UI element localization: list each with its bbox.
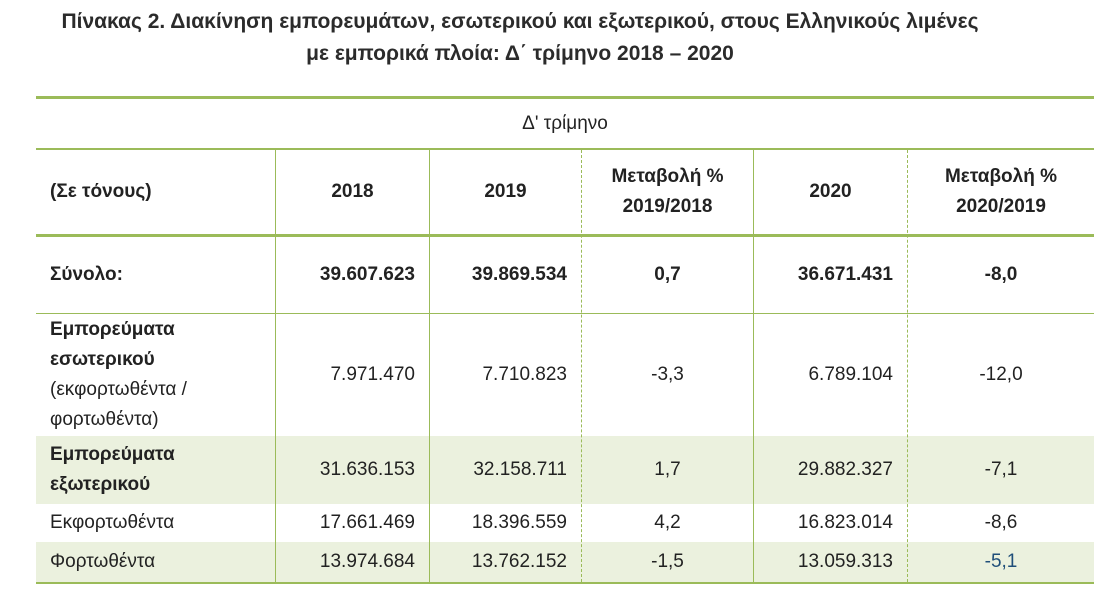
- row-total-change1: 0,7: [654, 264, 681, 285]
- row-domestic-label-line1: Εμπορεύματα: [50, 319, 175, 340]
- row-loaded-2020: 13.059.313: [797, 551, 893, 572]
- row-total-label: Σύνολο:: [50, 264, 123, 285]
- header-change-2019-2018-line2: 2019/2018: [622, 196, 713, 217]
- row-domestic-label-line3: (εκφορτωθέντα /: [50, 379, 187, 400]
- col-divider-5: [907, 150, 908, 582]
- row-unloaded-2018: 17.661.469: [319, 512, 415, 533]
- data-table: Δ' τρίμηνο (Σε τόνους) 2018 2019 Μεταβολ…: [36, 96, 1094, 584]
- row-external-label-line1: Εμπορεύματα: [50, 444, 175, 465]
- col-divider-4: [753, 150, 754, 582]
- row-domestic-change1: -3,3: [651, 364, 684, 385]
- row-unloaded-2019: 18.396.559: [471, 512, 567, 533]
- header-change-2019-2018: Μεταβολή % 2019/2018: [582, 150, 753, 234]
- row-loaded-change1: -1,5: [651, 551, 684, 572]
- row-domestic-change2: -12,0: [979, 364, 1023, 385]
- total-rule: [36, 313, 1094, 314]
- bottom-rule: [36, 582, 1094, 584]
- row-loaded-2019: 13.762.152: [471, 551, 567, 572]
- row-band-loaded: [36, 542, 1094, 582]
- unit-label: (Σε τόνους): [50, 181, 152, 202]
- row-unloaded-label: Εκφορτωθέντα: [50, 512, 175, 533]
- column-header-rule: [36, 234, 1094, 237]
- row-external-change1: 1,7: [654, 459, 681, 480]
- row-external-label: Εμπορεύματα εξωτερικού: [36, 436, 275, 504]
- top-rule: [36, 96, 1094, 99]
- col-divider-3: [581, 150, 582, 582]
- row-loaded-change2: -5,1: [984, 551, 1018, 572]
- row-loaded-2018: 13.974.684: [319, 551, 415, 572]
- row-loaded-label: Φορτωθέντα: [50, 551, 156, 572]
- row-total-2020: 36.671.431: [797, 264, 893, 285]
- row-external-label-line2: εξωτερικού: [50, 474, 151, 495]
- header-2018: 2018: [331, 181, 374, 202]
- row-total-change2: -8,0: [984, 264, 1018, 285]
- header-rule: [36, 148, 1094, 150]
- row-domestic-2018: 7.971.470: [330, 364, 415, 385]
- period-header: Δ' τρίμηνο: [522, 112, 608, 134]
- row-domestic-label: Εμπορεύματα εσωτερικού (εκφορτωθέντα / φ…: [36, 314, 275, 436]
- title-line-1: Πίνακας 2. Διακίνηση εμπορευμάτων, εσωτε…: [61, 10, 979, 33]
- row-domestic-2019: 7.710.823: [482, 364, 567, 385]
- table-title: Πίνακας 2. Διακίνηση εμπορευμάτων, εσωτε…: [0, 6, 1040, 70]
- row-domestic-label-line4: φορτωθέντα): [50, 409, 159, 430]
- row-total-2019: 39.869.534: [471, 264, 567, 285]
- row-unloaded-2020: 16.823.014: [797, 512, 893, 533]
- row-unloaded-change2: -8,6: [984, 512, 1018, 533]
- col-divider-1: [275, 150, 276, 582]
- row-external-change2: -7,1: [984, 459, 1018, 480]
- row-domestic-label-line2: εσωτερικού: [50, 349, 155, 370]
- col-divider-2: [429, 150, 430, 582]
- row-unloaded-change1: 4,2: [654, 512, 681, 533]
- row-total-2018: 39.607.623: [319, 264, 415, 285]
- header-2019: 2019: [484, 181, 527, 202]
- header-change-2020-2019-line2: 2020/2019: [956, 196, 1046, 217]
- row-band-external: [36, 436, 1094, 504]
- row-external-2020: 29.882.327: [797, 459, 893, 480]
- title-line-2: με εμπορικά πλοία: Δ΄ τρίμηνο 2018 – 202…: [306, 42, 734, 65]
- header-change-2020-2019-line1: Μεταβολή %: [944, 166, 1058, 187]
- row-external-2019: 32.158.711: [473, 459, 567, 480]
- row-external-2018: 31.636.153: [319, 459, 415, 480]
- header-change-2019-2018-line1: Μεταβολή %: [611, 166, 724, 187]
- header-change-2020-2019: Μεταβολή % 2020/2019: [908, 150, 1094, 234]
- header-2020: 2020: [809, 181, 852, 202]
- row-domestic-2020: 6.789.104: [808, 364, 893, 385]
